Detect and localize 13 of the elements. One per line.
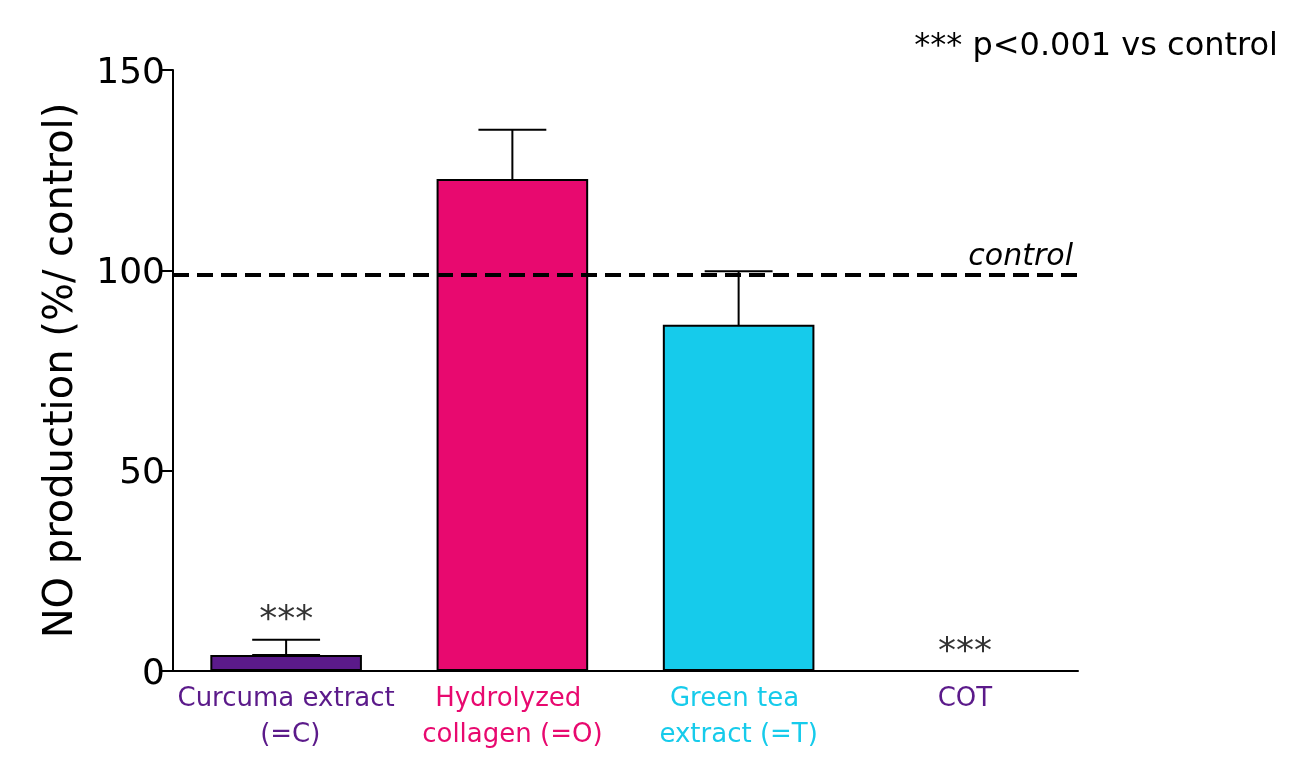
y-tick-label: 150 [96, 49, 165, 91]
x-tick-label: Hydrolyzed collagen (=O) [422, 682, 603, 748]
y-tick-label: 100 [96, 249, 165, 291]
annotation: *** [259, 597, 314, 639]
y-tick-label: 0 [142, 650, 165, 692]
text: *** p<0.001 vs control [914, 25, 1278, 63]
y-tick-label: 50 [119, 450, 165, 492]
ref-line-label: control [968, 236, 1074, 272]
y-axis-title: NO production (%/ control) [35, 102, 81, 639]
annotation: *** [937, 628, 992, 670]
x-tick-label: Curcuma extract (=C) [177, 682, 395, 748]
x-tick-label: Green tea extract (=T) [659, 682, 818, 748]
x-tick-label: COT [937, 682, 993, 712]
